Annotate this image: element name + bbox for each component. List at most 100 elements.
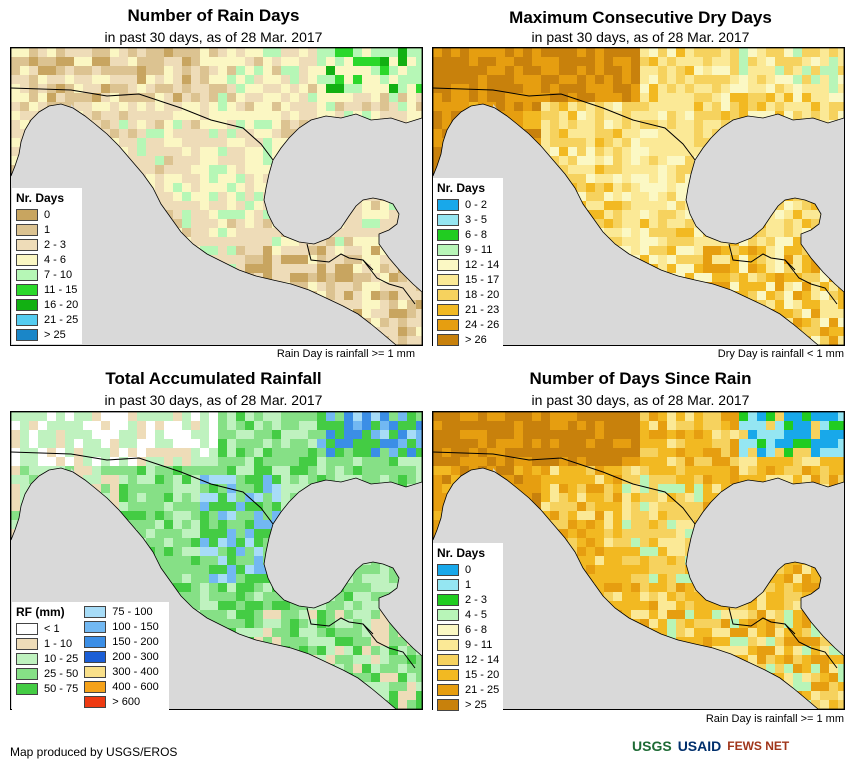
- legend-swatch: [16, 253, 38, 266]
- legend-item: 400 - 600: [84, 679, 159, 694]
- legend-label: 24 - 26: [465, 318, 500, 331]
- panel-title: Number of Rain Days: [127, 6, 300, 25]
- legend-title: Nr. Days: [16, 191, 65, 205]
- gulf-of-california: [493, 468, 549, 562]
- country-border: [11, 87, 274, 161]
- gulf-of-california: [71, 104, 127, 198]
- legend-item: 21 - 23: [437, 302, 499, 317]
- country-border: [362, 259, 416, 305]
- legend-label: 300 - 400: [112, 665, 159, 678]
- legend-swatch: [437, 258, 459, 271]
- legend-item: 7 - 10: [16, 267, 78, 282]
- legend-item: 15 - 20: [437, 667, 499, 682]
- legend-swatch: [84, 665, 107, 678]
- legend-swatch: [16, 223, 38, 236]
- legend-label: 9 - 11: [465, 243, 493, 256]
- map-canvas: [433, 48, 844, 345]
- legend-swatch: [437, 638, 459, 651]
- legend-swatch: [84, 605, 107, 618]
- legend-item: 100 - 150: [84, 619, 159, 634]
- legend-swatch: [437, 198, 459, 211]
- legend-swatch: [84, 620, 107, 633]
- country-border: [362, 623, 416, 669]
- map-legend: Nr. Days 0 1 2 - 3 4 - 6 7 - 10 11 - 15 16 - 2…: [12, 188, 83, 344]
- map-credit: Map produced by USGS/EROS: [10, 745, 178, 759]
- legend-label: > 26: [465, 333, 487, 346]
- legend-swatch: [437, 593, 459, 606]
- legend-item: 12 - 14: [437, 257, 499, 272]
- legend-label: 6 - 8: [465, 228, 488, 241]
- legend-item: 3 - 5: [437, 212, 499, 227]
- legend-item: 1: [437, 577, 499, 592]
- legend-swatch: [84, 695, 107, 708]
- legend-label: > 25: [44, 328, 66, 341]
- legend-title: RF (mm): [16, 605, 65, 619]
- legend-label: 0: [465, 563, 472, 576]
- legend-item: 16 - 20: [16, 297, 78, 312]
- legend-swatch: [437, 623, 459, 636]
- legend-item: 11 - 15: [16, 282, 78, 297]
- legend-label: 21 - 23: [465, 303, 500, 316]
- legend-title: Nr. Days: [437, 181, 486, 195]
- legend-label: 2 - 3: [44, 238, 67, 251]
- map-legend: RF (mm) < 1 1 - 10 10 - 25 25 - 50 50 - 75 75…: [12, 602, 169, 711]
- legend-swatch: [84, 635, 107, 648]
- coastline: [433, 412, 844, 709]
- legend-item: 18 - 20: [437, 287, 499, 302]
- map-note: Dry Day is rainfall < 1 mm: [717, 348, 844, 360]
- legend-label: > 600: [112, 695, 141, 708]
- legend-label: 25 - 50: [44, 667, 79, 680]
- legend-swatch: [16, 283, 38, 296]
- panel-subtitle: in past 30 days, as of 28 Mar. 2017: [104, 392, 323, 408]
- legend-label: 0: [44, 208, 51, 221]
- legend-item: > 25: [437, 697, 499, 712]
- legend-item: 10 - 25: [16, 651, 78, 666]
- legend-label: 3 - 5: [465, 213, 488, 226]
- legend-label: 11 - 15: [44, 283, 78, 296]
- map-note: Rain Day is rainfall >= 1 mm: [276, 348, 415, 360]
- country-border: [433, 451, 696, 525]
- legend-label: 9 - 11: [465, 638, 493, 651]
- legend-item: 1: [16, 222, 78, 237]
- legend-swatch: [437, 213, 459, 226]
- legend-swatch: [84, 680, 107, 693]
- legend-swatch: [16, 667, 38, 680]
- legend-label: 16 - 20: [44, 298, 79, 311]
- legend-label: 400 - 600: [112, 680, 159, 693]
- panel-subtitle: in past 30 days, as of 28 Mar. 2017: [104, 29, 323, 45]
- legend-item: 2 - 3: [437, 592, 499, 607]
- legend-label: 15 - 20: [465, 668, 500, 681]
- legend-label: 200 - 300: [112, 650, 159, 663]
- panel-dry-days: Maximum Consecutive Dry Days in past 30 …: [427, 0, 854, 365]
- legend-swatch: [16, 313, 38, 326]
- legend-swatch: [437, 303, 459, 316]
- panel-rain-days: Number of Rain Days in past 30 days, as …: [0, 0, 427, 365]
- legend-label: 75 - 100: [112, 605, 153, 618]
- map-legend: Nr. Days 0 1 2 - 3 4 - 5 6 - 8 9 - 11 12 - 14 1…: [433, 543, 504, 714]
- legend-label: 7 - 10: [44, 268, 73, 281]
- legend-swatch: [437, 273, 459, 286]
- legend-item: 9 - 11: [437, 637, 499, 652]
- legend-swatch: [437, 578, 459, 591]
- legend-item: 6 - 8: [437, 622, 499, 637]
- country-border: [433, 87, 696, 161]
- legend-label: 1 - 10: [44, 637, 73, 650]
- legend-label: 4 - 5: [465, 608, 488, 621]
- legend-swatch: [437, 608, 459, 621]
- legend-swatch: [16, 298, 38, 311]
- legend-swatch: [437, 683, 459, 696]
- fews-net-logo: FEWS NET: [727, 739, 790, 753]
- usgs-logo: USGS: [632, 738, 672, 754]
- legend-item: 2 - 3: [16, 237, 78, 252]
- legend-label: > 25: [465, 698, 487, 711]
- legend-item: > 26: [437, 332, 499, 347]
- legend-swatch: [437, 563, 459, 576]
- gulf-of-california: [71, 468, 127, 562]
- legend-label: 4 - 6: [44, 253, 67, 266]
- legend-swatch: [16, 637, 38, 650]
- legend-swatch: [437, 228, 459, 241]
- legend-label: < 1: [44, 622, 60, 635]
- legend-item: 300 - 400: [84, 664, 159, 679]
- legend-item: 1 - 10: [16, 636, 78, 651]
- legend-label: 6 - 8: [465, 623, 488, 636]
